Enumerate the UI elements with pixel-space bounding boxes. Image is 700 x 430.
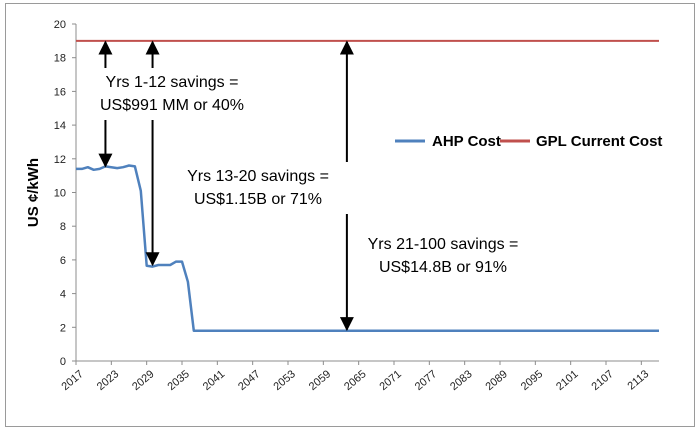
x-tick-label: 2053	[271, 368, 297, 393]
x-tick-label: 2035	[165, 368, 191, 393]
x-tick-label: 2089	[483, 368, 509, 393]
x-tick-label: 2059	[307, 368, 333, 393]
legend-label: GPL Current Cost	[536, 133, 662, 150]
annotation-text: US$14.8B or 91%	[379, 259, 507, 276]
annotation-text: Yrs 21-100 savings =	[368, 236, 519, 253]
annotation-text: US$1.15B or 71%	[194, 191, 322, 208]
annotation-box	[168, 162, 348, 214]
annotation-text: Yrs 1-12 savings =	[106, 74, 239, 91]
y-tick-label: 14	[54, 120, 66, 132]
annotation-text: US$991 MM or 40%	[100, 97, 244, 114]
x-tick-label: 2107	[589, 368, 615, 393]
y-tick-label: 10	[54, 188, 66, 200]
x-tick-label: 2023	[95, 368, 121, 393]
annotation-box	[348, 230, 538, 282]
y-tick-label: 8	[60, 221, 66, 233]
y-tick-label: 2	[60, 322, 66, 334]
y-tick-label: 0	[60, 356, 66, 368]
x-tick-label: 2047	[236, 368, 262, 393]
y-tick-label: 4	[60, 289, 66, 301]
x-tick-label: 2077	[413, 368, 439, 393]
x-tick-label: 2083	[448, 368, 474, 393]
x-tick-label: 2065	[342, 368, 368, 393]
legend-label: AHP Cost	[432, 133, 501, 150]
x-tick-label: 2029	[130, 368, 156, 393]
annotation-text: Yrs 13-20 savings =	[187, 168, 329, 185]
x-tick-label: 2071	[377, 368, 403, 393]
x-tick-label: 2095	[519, 368, 545, 393]
x-tick-label: 2017	[59, 368, 85, 393]
y-axis-label: US ¢/kWh	[25, 158, 42, 227]
x-tick-label: 2101	[554, 368, 580, 393]
y-tick-label: 20	[54, 19, 66, 31]
series-line-ahp-cost	[76, 164, 659, 332]
y-tick-label: 12	[54, 154, 66, 166]
y-tick-label: 6	[60, 255, 66, 267]
y-tick-label: 16	[54, 86, 66, 98]
y-tick-label: 18	[54, 53, 66, 65]
annotation-box	[85, 68, 270, 120]
x-tick-label: 2113	[625, 368, 651, 392]
x-tick-label: 2041	[201, 368, 227, 393]
